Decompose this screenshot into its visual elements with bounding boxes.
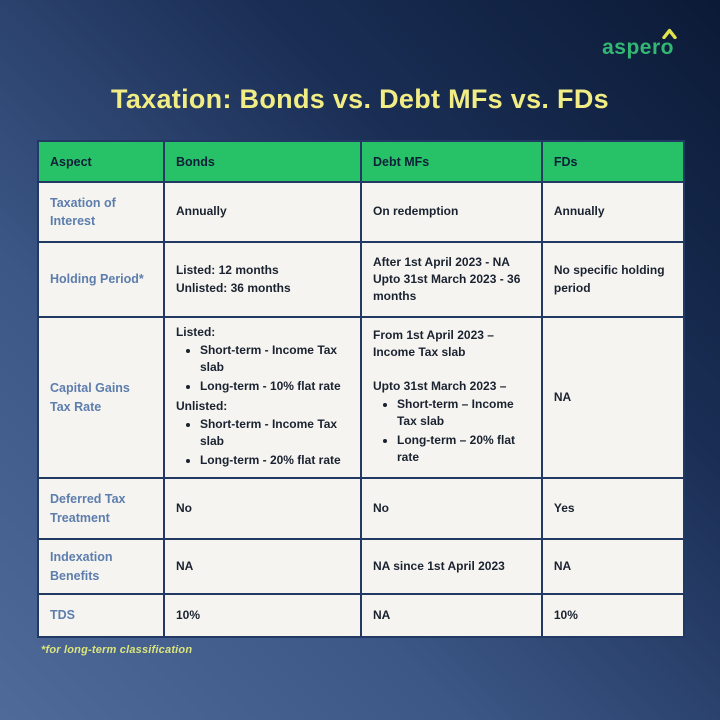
table-row-taxation-of-interest: Taxation of Interest Annually On redemptio…	[37, 181, 686, 243]
table-row-holding-period: Holding Period* Listed: 12 months Unlisted…	[37, 241, 686, 318]
cell-text: NA	[175, 558, 194, 573]
bullet-item: Short-term - Income Tax slab	[200, 342, 349, 376]
value-cell: Annually	[540, 181, 686, 243]
value-cell: No	[359, 477, 543, 540]
cell-text: No specific holding period	[553, 263, 665, 295]
bullet-item: Short-term – Income Tax slab	[397, 396, 530, 430]
bullet-item: Long-term - 20% flat rate	[200, 452, 349, 469]
table-row-indexation-benefits: Indexation Benefits NA NA since 1st April …	[37, 538, 686, 595]
column-header-debt-mfs: Debt MFs	[359, 140, 543, 183]
aspect-cell: Deferred Tax Treatment	[37, 477, 165, 540]
cell-text: 10%	[175, 607, 200, 622]
logo-text: aspero	[602, 36, 674, 59]
value-cell: No	[162, 477, 362, 540]
cell-text: NA	[372, 607, 391, 622]
table-body: Taxation of Interest Annually On redemptio…	[37, 181, 686, 638]
cell-text: Unlisted:	[175, 398, 228, 413]
cell-text: After 1st April 2023 - NA	[372, 254, 510, 269]
value-cell: NA	[359, 593, 543, 638]
bullet-list: Short-term – Income Tax slabLong-term – …	[373, 396, 530, 466]
page-title: Taxation: Bonds vs. Debt MFs vs. FDs	[111, 84, 609, 114]
cell-text: Upto 31st March 2023 –	[372, 378, 507, 393]
bullet-item: Long-term – 20% flat rate	[397, 432, 530, 466]
cell-text: Annually	[175, 204, 227, 219]
table-row-deferred-tax-treatment: Deferred Tax Treatment No No Yes	[37, 477, 686, 540]
value-cell: Yes	[540, 477, 686, 540]
table-row-tds: TDS 10% NA 10%	[37, 593, 686, 638]
value-cell: From 1st April 2023 – Income Tax slab Upt…	[359, 316, 543, 479]
aspect-cell: Holding Period*	[37, 241, 165, 318]
header-row: Aspect Bonds Debt MFs FDs	[37, 140, 686, 183]
column-header-bonds: Bonds	[162, 140, 362, 183]
value-cell: No specific holding period	[540, 241, 686, 318]
value-cell: Listed: 12 months Unlisted: 36 months	[162, 241, 362, 318]
cell-text: On redemption	[372, 204, 459, 219]
tax-comparison-table: Aspect Bonds Debt MFs FDs Taxation of Inter…	[37, 140, 686, 638]
bullet-list: Short-term - Income Tax slab Long-term - …	[176, 416, 349, 469]
cell-text: Annually	[553, 204, 605, 219]
aspect-cell: Taxation of Interest	[37, 181, 165, 243]
cell-text: NA	[553, 558, 572, 573]
value-cell: 10%	[162, 593, 362, 638]
value-cell: NA	[540, 538, 686, 595]
aspect-cell: TDS	[37, 593, 165, 638]
aspect-cell: Capital Gains Tax Rate	[37, 316, 165, 479]
cell-text: Yes	[553, 500, 575, 515]
bullet-item: Long-term - 10% flat rate	[200, 378, 349, 395]
cell-spacer	[373, 361, 530, 378]
cell-text: NA	[553, 389, 572, 404]
value-cell: NA	[162, 538, 362, 595]
value-cell: NA since 1st April 2023	[359, 538, 543, 595]
cell-text: No	[175, 500, 192, 515]
cell-text: NA since 1st April 2023	[372, 558, 505, 573]
column-header-fds: FDs	[540, 140, 686, 183]
comparison-table-wrap: Aspect Bonds Debt MFs FDs Taxation of Inter…	[37, 140, 686, 638]
bullet-list: Short-term - Income Tax slab Long-term - …	[176, 342, 349, 395]
cell-text: 10%	[553, 607, 578, 622]
footnote: *for long-term classification	[41, 644, 193, 656]
chevron-up-icon	[662, 28, 677, 40]
cell-text: Unlisted: 36 months	[175, 280, 291, 295]
cell-text: Listed: 12 months	[175, 263, 279, 278]
value-cell: NA	[540, 316, 686, 479]
value-cell: After 1st April 2023 - NA Upto 31st March…	[359, 241, 543, 318]
value-cell: Annually	[162, 181, 362, 243]
value-cell: Listed: Short-term - Income Tax slab Long-…	[162, 316, 362, 479]
aspect-cell: Indexation Benefits	[37, 538, 165, 595]
table-row-capital-gains-tax-rate: Capital Gains Tax Rate Listed: Short-term …	[37, 316, 686, 479]
value-cell: 10%	[540, 593, 686, 638]
cell-text: From 1st April 2023 – Income Tax slab	[372, 327, 494, 359]
column-header-aspect: Aspect	[37, 140, 165, 183]
cell-text: No	[372, 500, 389, 515]
aspero-logo: aspero	[602, 28, 677, 60]
bullet-item: Short-term - Income Tax slab	[200, 416, 349, 450]
cell-text: Listed:	[175, 325, 216, 340]
cell-text: Upto 31st March 2023 - 36 months	[372, 271, 521, 304]
table-head: Aspect Bonds Debt MFs FDs	[37, 140, 686, 183]
value-cell: On redemption	[359, 181, 543, 243]
